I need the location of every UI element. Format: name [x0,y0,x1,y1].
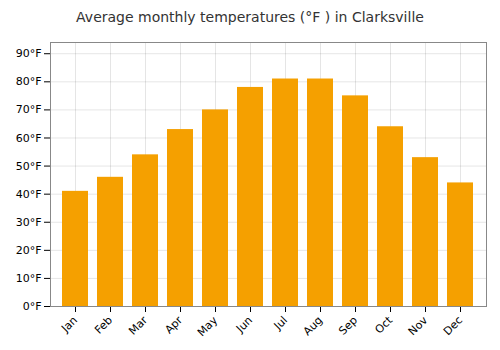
svg-text:70°F: 70°F [16,103,42,116]
svg-text:Aug: Aug [301,314,325,338]
svg-text:30°F: 30°F [16,216,42,229]
svg-text:90°F: 90°F [16,47,42,60]
svg-text:50°F: 50°F [16,160,42,173]
svg-text:20°F: 20°F [16,244,42,257]
svg-text:Sep: Sep [336,314,360,338]
svg-text:0°F: 0°F [23,300,42,313]
svg-text:80°F: 80°F [16,75,42,88]
svg-text:Apr: Apr [162,313,185,336]
svg-text:Jul: Jul [271,314,290,333]
svg-text:Nov: Nov [406,313,431,338]
svg-text:Feb: Feb [92,314,115,337]
svg-text:Jun: Jun [233,314,255,336]
svg-text:10°F: 10°F [16,272,42,285]
svg-text:40°F: 40°F [16,188,42,201]
svg-text:Jan: Jan [58,314,80,336]
svg-text:Oct: Oct [372,313,395,336]
svg-text:Dec: Dec [441,314,465,338]
svg-text:May: May [195,313,221,339]
html-text:Average monthly temperatures (: Average monthly temperatures (°F ) in Cl… [76,9,424,25]
svg-text:60°F: 60°F [16,132,42,145]
svg-text:Mar: Mar [126,313,150,337]
